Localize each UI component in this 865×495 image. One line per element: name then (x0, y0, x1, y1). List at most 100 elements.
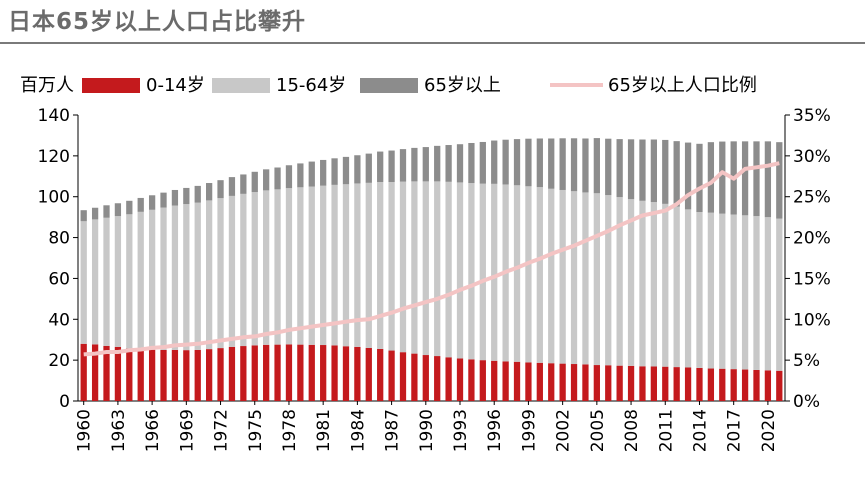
bar-age-0-14 (707, 368, 715, 401)
bar-age-65plus (650, 139, 657, 203)
bar-age-0-14 (103, 345, 110, 401)
bar-age-0-14 (684, 367, 692, 401)
bar-age-15-64 (776, 218, 783, 371)
bar-age-65plus (639, 139, 646, 201)
bar-age-15-64 (399, 181, 407, 353)
bar-age-0-14 (411, 353, 418, 401)
title-divider (0, 42, 865, 44)
bar-age-15-64 (639, 200, 646, 367)
bar-age-65plus (399, 149, 407, 182)
left-tick-label: 40 (48, 310, 70, 330)
bar-age-0-14 (673, 367, 680, 401)
left-tick-label: 0 (59, 392, 70, 412)
bar-age-65plus (263, 169, 270, 191)
bar-age-0-14 (365, 347, 372, 401)
bar-age-15-64 (422, 181, 429, 356)
bar-age-15-64 (650, 202, 657, 367)
bar-age-65plus (228, 177, 236, 196)
bar-age-65plus (206, 183, 213, 201)
bar-age-65plus (456, 144, 464, 183)
legend-label-ratio: 65岁以上人口比例 (608, 75, 757, 96)
bar-age-65plus (502, 139, 509, 185)
bar-age-0-14 (331, 345, 338, 401)
x-tick-label: 1993 (451, 409, 471, 452)
bar-age-65plus (160, 192, 167, 208)
bar-age-0-14 (354, 346, 361, 401)
bar-age-65plus (148, 195, 156, 210)
bar-age-0-14 (719, 368, 726, 401)
bar-age-15-64 (206, 200, 213, 350)
x-tick-label: 1972 (212, 409, 232, 452)
bar-age-0-14 (582, 364, 589, 401)
bar-age-65plus (479, 141, 486, 184)
x-tick-label: 1996 (485, 409, 505, 452)
bar-age-15-64 (331, 184, 338, 346)
x-tick-label: 1981 (314, 409, 334, 452)
bar-age-65plus (536, 138, 543, 188)
bar-age-65plus (616, 139, 623, 198)
bar-age-65plus (707, 142, 715, 213)
bar-age-15-64 (730, 214, 737, 370)
bar-age-15-64 (536, 187, 543, 363)
bar-age-15-64 (137, 211, 144, 350)
bar-age-0-14 (251, 345, 258, 401)
left-tick-label: 60 (48, 269, 70, 289)
bar-age-65plus (411, 147, 418, 182)
bar-age-15-64 (228, 195, 236, 347)
bar-age-0-14 (183, 350, 190, 401)
bar-age-0-14 (320, 345, 327, 401)
bar-age-15-64 (753, 216, 760, 370)
bar-age-15-64 (696, 212, 703, 368)
bar-age-15-64 (593, 193, 600, 366)
bar-age-65plus (217, 180, 224, 199)
bar-age-15-64 (217, 198, 224, 349)
bar-age-65plus (468, 142, 475, 184)
bars (80, 138, 783, 401)
bar-age-15-64 (570, 191, 578, 365)
bar-age-15-64 (274, 189, 281, 345)
bar-age-65plus (80, 210, 87, 222)
bar-age-15-64 (764, 217, 772, 371)
bar-age-65plus (274, 167, 281, 190)
right-tick-label: 5% (793, 351, 820, 371)
bar-age-0-14 (297, 344, 304, 401)
bar-age-65plus (114, 203, 122, 217)
bar-age-65plus (103, 205, 110, 218)
right-tick-label: 10% (793, 310, 831, 330)
bar-age-65plus (491, 140, 498, 184)
bar-age-65plus (91, 207, 99, 220)
bar-age-0-14 (536, 362, 543, 401)
bar-age-0-14 (502, 361, 509, 401)
bar-age-15-64 (148, 209, 156, 350)
bar-age-0-14 (308, 344, 315, 401)
axes: 0 20 40 60 80 100 120 140 0% 5% 10% 15% 20% 25% 30% 35% (38, 106, 831, 412)
bar-age-65plus (137, 197, 144, 212)
x-tick-label: 1999 (519, 409, 539, 452)
bar-age-15-64 (263, 190, 270, 345)
bar-age-15-64 (126, 214, 133, 349)
bar-age-0-14 (148, 349, 156, 401)
bar-age-0-14 (753, 369, 760, 401)
legend-swatch-65plus (360, 78, 418, 93)
left-tick-label: 140 (38, 106, 70, 126)
bar-age-0-14 (263, 344, 270, 401)
x-axis-ticks: 1960 1963 1966 1969 1972 1975 1978 1981 1984 1987… (75, 401, 779, 452)
bar-age-65plus (240, 174, 247, 194)
bar-age-65plus (365, 153, 372, 183)
x-tick-label: 1990 (417, 409, 437, 452)
chart-title: 日本65岁以上人口占比攀升 (8, 9, 307, 35)
bar-age-0-14 (160, 349, 167, 401)
x-tick-label: 2005 (588, 409, 608, 452)
bar-age-15-64 (707, 212, 715, 369)
bar-age-0-14 (479, 360, 486, 401)
x-tick-label: 1963 (109, 409, 129, 452)
bar-age-0-14 (137, 349, 144, 401)
bar-age-15-64 (240, 193, 247, 347)
right-tick-label: 20% (793, 229, 831, 249)
bar-age-65plus (582, 138, 589, 193)
bar-age-15-64 (673, 206, 680, 368)
bar-age-15-64 (741, 215, 749, 370)
bar-age-65plus (388, 150, 395, 183)
x-tick-label: 1987 (383, 409, 403, 452)
